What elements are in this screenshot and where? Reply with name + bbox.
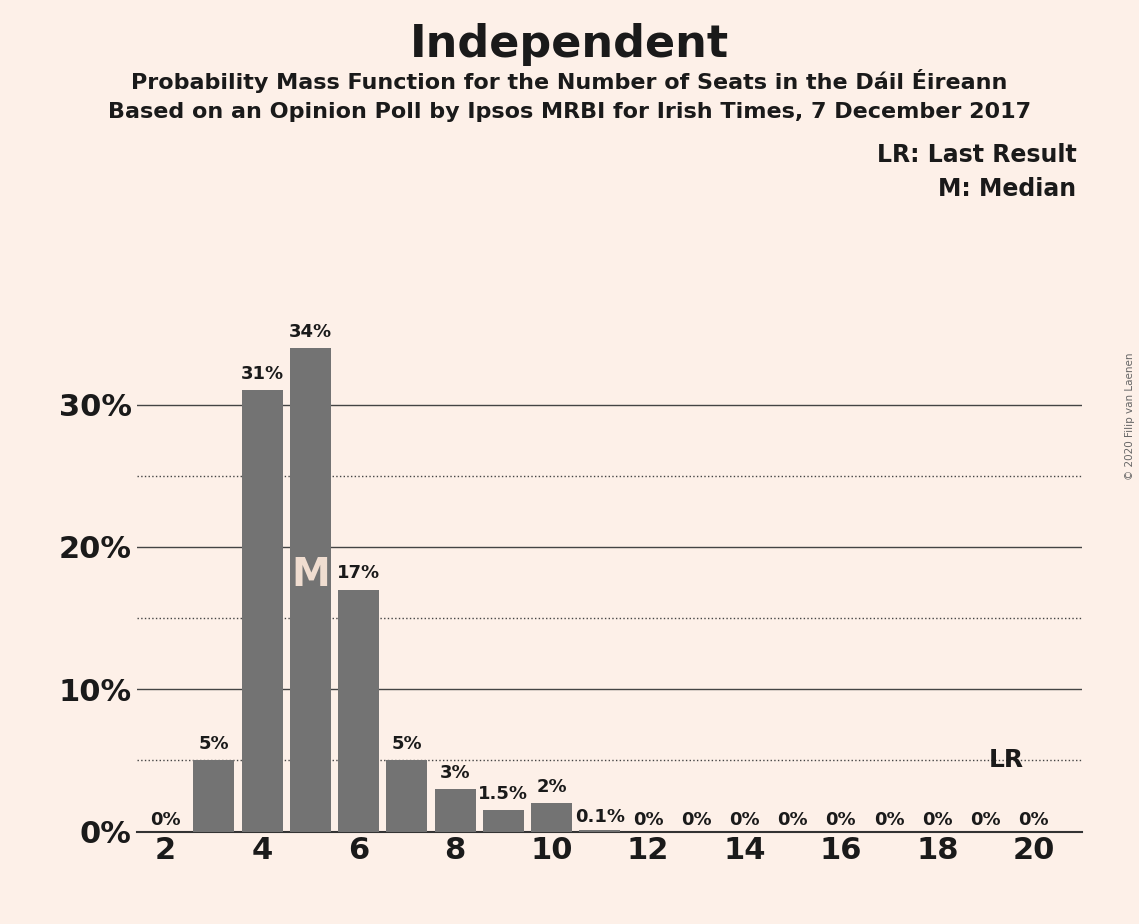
- Text: M: Median: M: Median: [939, 177, 1076, 201]
- Text: 17%: 17%: [337, 565, 380, 582]
- Text: Based on an Opinion Poll by Ipsos MRBI for Irish Times, 7 December 2017: Based on an Opinion Poll by Ipsos MRBI f…: [108, 102, 1031, 122]
- Bar: [386, 760, 427, 832]
- Text: 0%: 0%: [1018, 810, 1049, 829]
- Bar: [483, 810, 524, 832]
- Text: 0%: 0%: [923, 810, 952, 829]
- Text: 31%: 31%: [240, 365, 284, 383]
- Bar: [289, 347, 330, 832]
- Bar: [531, 803, 572, 832]
- Bar: [580, 830, 621, 832]
- Text: LR: Last Result: LR: Last Result: [877, 143, 1076, 167]
- Text: 2%: 2%: [536, 778, 567, 796]
- Text: 0.1%: 0.1%: [575, 808, 624, 826]
- Text: 0%: 0%: [826, 810, 857, 829]
- Bar: [241, 390, 282, 832]
- Bar: [434, 789, 475, 832]
- Text: 0%: 0%: [150, 810, 181, 829]
- Text: Probability Mass Function for the Number of Seats in the Dáil Éireann: Probability Mass Function for the Number…: [131, 69, 1008, 93]
- Text: M: M: [290, 556, 329, 594]
- Text: © 2020 Filip van Laenen: © 2020 Filip van Laenen: [1125, 352, 1134, 480]
- Bar: [338, 590, 379, 832]
- Text: 0%: 0%: [874, 810, 904, 829]
- Text: 0%: 0%: [632, 810, 663, 829]
- Text: 0%: 0%: [729, 810, 760, 829]
- Text: 5%: 5%: [392, 736, 423, 753]
- Text: 0%: 0%: [777, 810, 808, 829]
- Text: Independent: Independent: [410, 23, 729, 67]
- Text: 34%: 34%: [289, 322, 331, 341]
- Text: 0%: 0%: [681, 810, 712, 829]
- Text: 5%: 5%: [198, 736, 229, 753]
- Bar: [194, 760, 235, 832]
- Text: 3%: 3%: [440, 764, 470, 782]
- Text: 0%: 0%: [970, 810, 1001, 829]
- Text: 1.5%: 1.5%: [478, 785, 528, 803]
- Text: LR: LR: [989, 748, 1024, 772]
